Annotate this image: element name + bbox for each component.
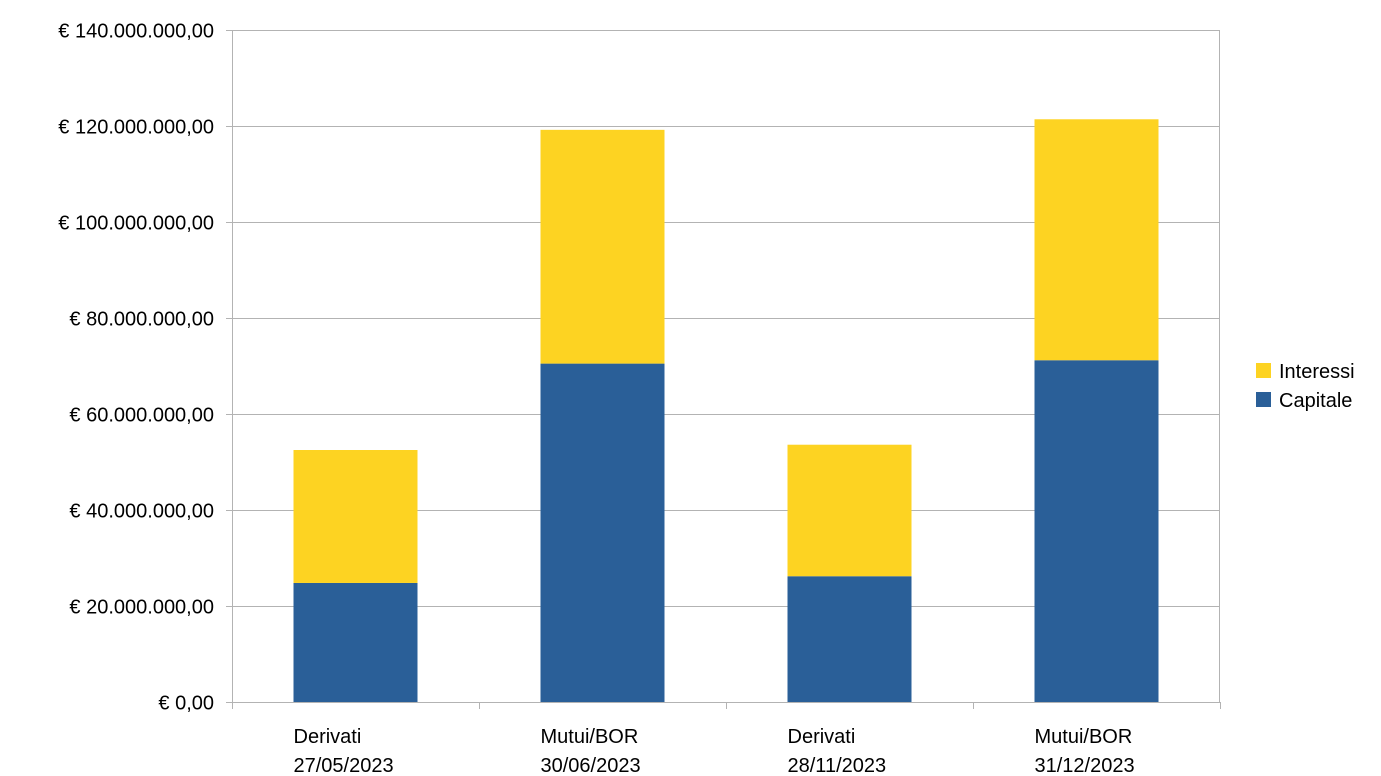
y-tick-label: € 40.000.000,00 — [69, 501, 214, 523]
legend-label-capitale: Capitale — [1279, 390, 1352, 412]
bar-capitale — [540, 363, 665, 702]
x-tick-label: Derivati 27/05/2023 — [294, 726, 394, 776]
x-tick-label: Derivati 28/11/2023 — [788, 726, 887, 776]
x-tick-label: Mutui/BOR 30/06/2023 — [541, 726, 641, 776]
bar-capitale — [1034, 360, 1159, 702]
bar-interessi — [293, 450, 418, 583]
legend-label-interessi: Interessi — [1279, 361, 1355, 383]
legend: Interessi Capitale — [1256, 361, 1355, 412]
bar-interessi — [1034, 119, 1159, 361]
y-tick-label: € 0,00 — [158, 693, 214, 715]
x-axis-tick-labels: Derivati 27/05/2023 Mutui/BOR 30/06/2023 Der… — [294, 726, 1135, 776]
legend-swatch-capitale — [1256, 392, 1271, 407]
bar-capitale — [293, 582, 418, 702]
y-axis-tick-labels: € 0,00 € 20.000.000,00 € 40.000.000,00 € 60… — [58, 21, 214, 715]
y-tick-label: € 80.000.000,00 — [69, 309, 214, 331]
y-tick-label: € 20.000.000,00 — [69, 597, 214, 619]
y-tick-label: € 100.000.000,00 — [58, 213, 214, 235]
axes — [232, 30, 1221, 709]
x-tick-label: Mutui/BOR 31/12/2023 — [1035, 726, 1135, 776]
legend-swatch-interessi — [1256, 363, 1271, 378]
y-tick-label: € 140.000.000,00 — [58, 21, 214, 43]
bars — [293, 119, 1159, 702]
y-tick-label: € 60.000.000,00 — [69, 405, 214, 427]
bar-interessi — [540, 129, 665, 364]
bar-capitale — [787, 576, 912, 702]
y-tick-label: € 120.000.000,00 — [58, 117, 214, 139]
bar-interessi — [787, 444, 912, 577]
